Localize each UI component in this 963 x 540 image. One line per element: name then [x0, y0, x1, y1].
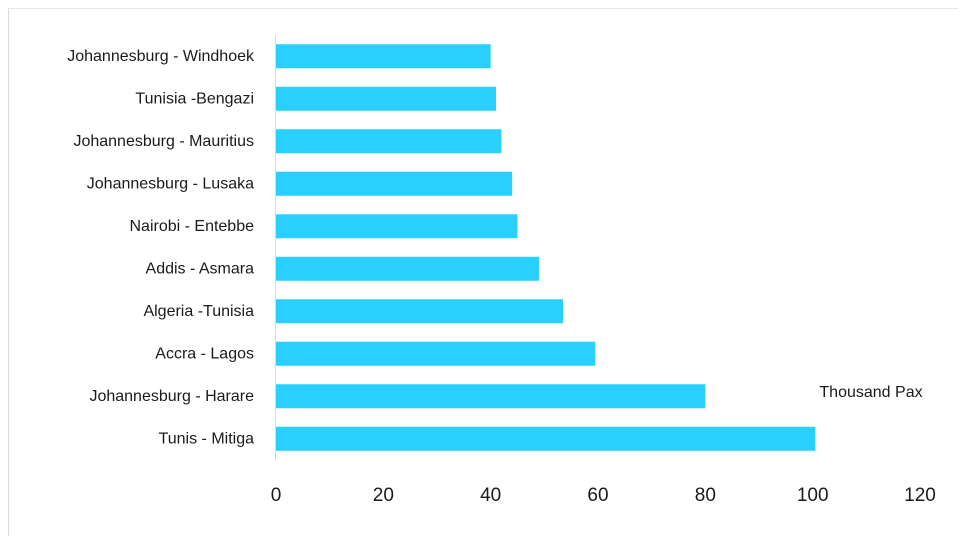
x-tick-label: 120 [904, 485, 936, 506]
bar [276, 171, 513, 196]
x-tick-label: 40 [480, 485, 501, 506]
x-tick-label: 60 [587, 485, 608, 506]
x-tick-label: 80 [695, 485, 716, 506]
category-label: Algeria -Tunisia [143, 303, 254, 320]
bar [276, 341, 596, 366]
category-label: Nairobi - Entebbe [129, 218, 254, 235]
bar [276, 256, 539, 281]
bar [276, 426, 816, 451]
bars-group [276, 44, 816, 451]
category-label: Johannesburg - Windhoek [67, 48, 255, 65]
category-label: Johannesburg - Mauritius [73, 133, 254, 150]
chart-frame [8, 8, 958, 536]
bar [276, 129, 502, 154]
bar [276, 214, 518, 239]
bar [276, 384, 706, 409]
bar [276, 44, 491, 69]
category-labels-group: Johannesburg - Windhoek Tunisia -Bengazi J… [67, 48, 255, 448]
category-label: Johannesburg - Lusaka [87, 175, 254, 192]
tick-labels-group: 0 20 40 60 80 100 120 [271, 485, 936, 506]
category-label: Tunisia -Bengazi [135, 90, 254, 107]
unit-annotation: Thousand Pax [819, 384, 922, 401]
bar [276, 86, 497, 111]
bar [276, 299, 564, 324]
category-label: Johannesburg - Harare [89, 388, 254, 405]
category-label: Tunis - Mitiga [159, 430, 255, 447]
category-label: Accra - Lagos [155, 345, 254, 362]
x-tick-label: 0 [271, 485, 282, 506]
category-label: Addis - Asmara [146, 260, 255, 277]
x-tick-label: 20 [373, 485, 394, 506]
x-tick-label: 100 [797, 485, 829, 506]
